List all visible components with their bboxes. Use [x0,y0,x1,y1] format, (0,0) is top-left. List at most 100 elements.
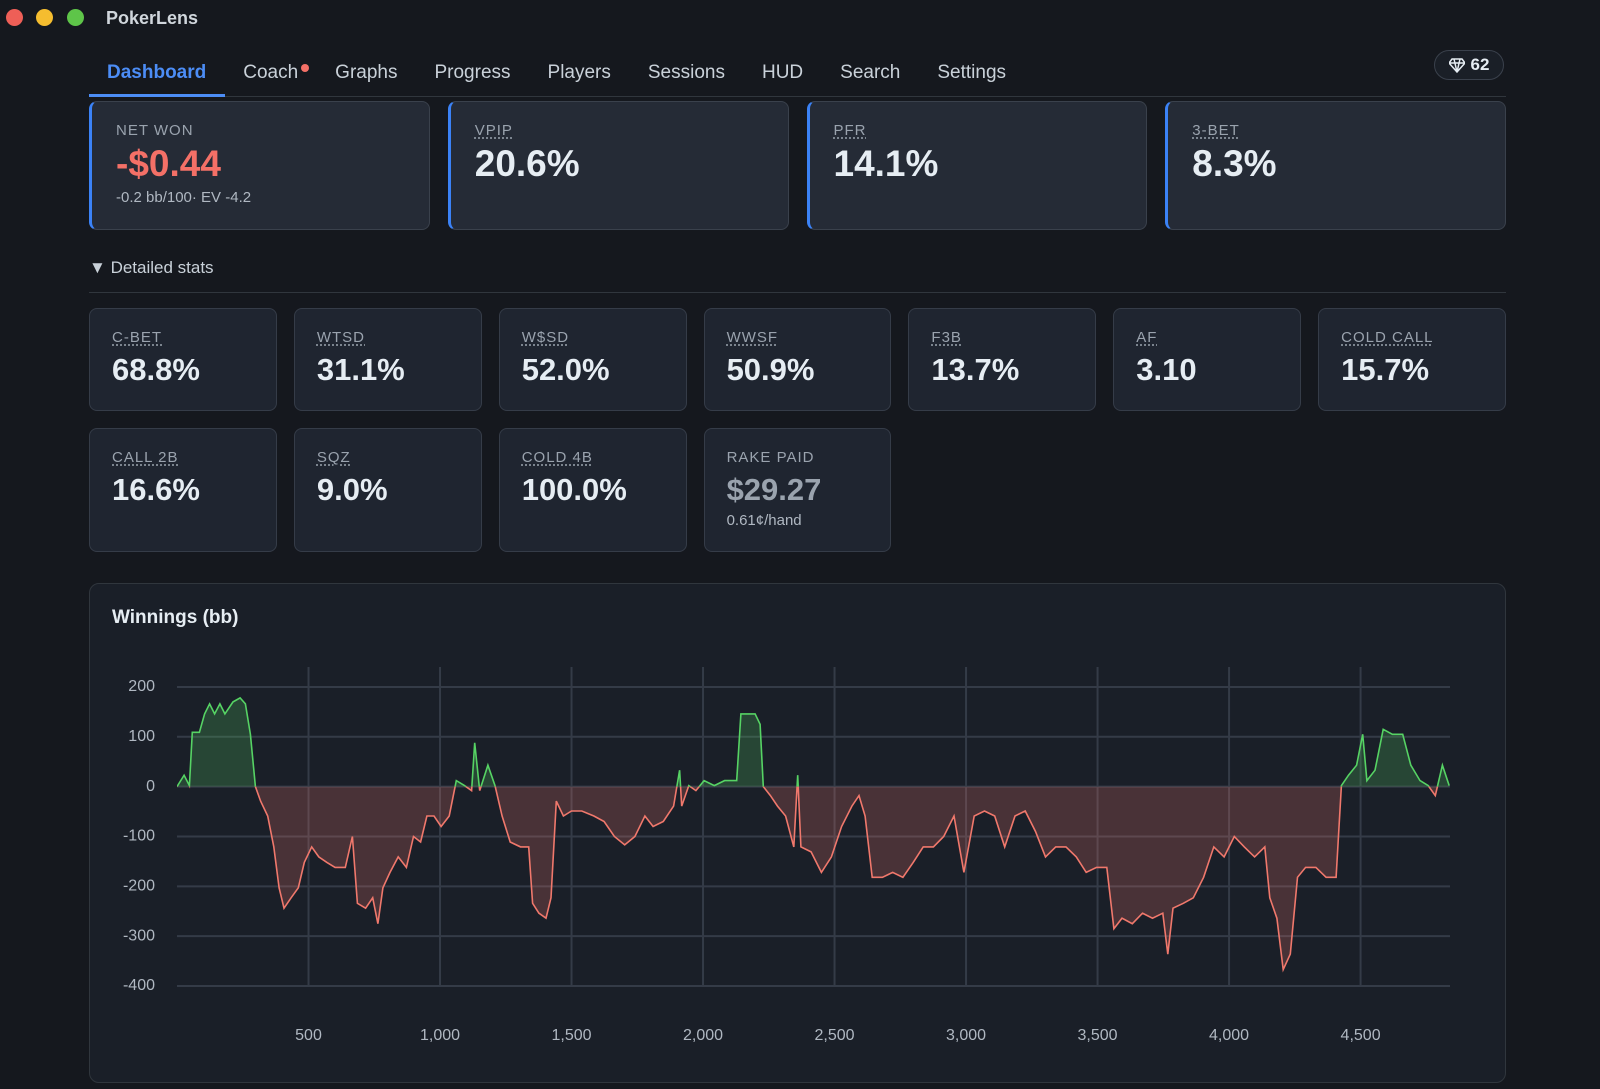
stat-label: COLD CALL [1341,329,1434,346]
x-tick-label: 2,000 [683,1027,723,1044]
stat-value: 13.7% [931,352,1020,387]
zoom-button[interactable] [67,9,84,26]
stat-card: SQZ 9.0% [293,428,482,552]
minimize-button[interactable] [36,9,53,26]
stat-card: W$SD 52.0% [498,308,687,411]
tab[interactable]: Graphs [317,56,416,94]
stat-card: WTSD 31.1% [293,308,482,411]
stat-value: $29.27 [726,472,822,507]
stat-label: RAKE PAID [726,449,815,466]
stat-card: NET WON -$0.44 -0.2 bb/100· EV -4.2 [89,101,430,230]
tab-label: Dashboard [107,62,207,83]
y-tick-label: 100 [128,728,155,745]
x-tick-label: 3,500 [1078,1027,1118,1044]
stat-label: AF [1136,329,1158,346]
notification-dot [301,64,310,72]
tab[interactable]: Players [530,56,630,94]
tab-bar: Dashboard Coach Graphs Progress Players Sessi… [89,56,1506,97]
y-tick-label: -300 [123,927,155,944]
stat-value: 52.0% [521,352,610,387]
tab-label: Progress [434,62,511,83]
stat-value: 20.6% [474,143,580,184]
stat-sub: 0.61¢/hand [726,512,802,529]
stat-value: -$0.44 [116,143,221,184]
y-tick-label: -200 [123,878,155,895]
gem-icon [1448,58,1465,73]
chart-title: Winnings (bb) [112,607,238,628]
stat-card: VPIP 20.6% [447,101,789,230]
x-tick-label: 4,500 [1341,1027,1381,1044]
stat-card: COLD CALL 15.7% [1318,308,1506,411]
stat-value: 15.7% [1341,352,1430,387]
stat-card: F3B 13.7% [908,308,1097,411]
chart-panel: Winnings (bb) -400 -300 -200 -100 0 100 200 500… [89,583,1506,1083]
y-tick-label: -400 [123,977,155,994]
stat-card: WWSF 50.9% [703,308,892,411]
stat-card: 3-BET 8.3% [1165,101,1506,230]
stat-sub: -0.2 bb/100· EV -4.2 [116,189,252,206]
stat-label: 3-BET [1192,122,1240,139]
tab[interactable]: Progress [416,56,529,94]
tab-label: Sessions [647,62,725,83]
detail-cards: C-BET 68.8% WTSD 31.1% W$SD 52.0% WWSF 50.9% F3B… [89,308,1506,552]
tab[interactable]: Coach [225,56,317,94]
stat-card: CALL 2B 16.6% [89,428,277,552]
stat-value: 68.8% [112,352,200,387]
x-tick-label: 1,000 [420,1027,460,1044]
tab-label: Search [840,62,901,83]
y-tick-label: -100 [123,828,155,845]
y-tick-label: 200 [128,678,155,695]
tab-label: Players [547,62,611,83]
gem-badge[interactable]: 62 [1434,50,1504,80]
stat-value: 3.10 [1136,352,1197,387]
stat-label: NET WON [116,122,194,139]
line [177,786,1439,973]
caret: ▼ [89,258,106,277]
stat-label: F3B [931,329,962,346]
stat-label: WWSF [726,329,779,346]
stat-card: RAKE PAID $29.27 0.61¢/hand [703,428,892,552]
stat-card: COLD 4B 100.0% [498,428,687,552]
details-label: Detailed stats [110,258,214,277]
tab[interactable]: Sessions [630,56,744,94]
stat-card: AF 3.10 [1113,308,1302,411]
badge-count: 62 [1470,55,1490,74]
stat-label: PFR [833,122,867,139]
stat-value: 16.6% [112,472,200,507]
stat-value: 9.0% [316,472,388,507]
chart: Winnings (bb) -400 -300 -200 -100 0 100 200 500… [112,607,1450,1044]
stat-value: 50.9% [726,352,815,387]
tab[interactable]: HUD [744,56,822,94]
tab[interactable]: Search [822,56,919,94]
stat-value: 31.1% [316,352,405,387]
stat-label: CALL 2B [112,449,179,466]
summary-cards: NET WON -$0.44 -0.2 bb/100· EV -4.2 VPIP 20.… [89,101,1506,230]
tab-label: Graphs [335,62,398,83]
stat-label: W$SD [521,329,570,346]
tab[interactable]: Dashboard [89,56,226,97]
stat-label: SQZ [316,449,351,466]
close-button[interactable] [6,9,23,26]
stat-value: 14.1% [833,143,939,184]
x-tick-label: 2,500 [815,1027,855,1044]
stat-label: VPIP [474,122,513,139]
x-tick-label: 4,000 [1209,1027,1249,1044]
x-tick-label: 500 [295,1027,322,1044]
tab-label: HUD [761,62,804,83]
stat-card: C-BET 68.8% [89,308,277,411]
stat-label: WTSD [316,329,366,346]
stat-card: PFR 14.1% [806,101,1148,230]
line [177,696,1450,787]
details-toggle[interactable]: ▼ Detailed stats [89,258,1506,293]
stat-value: 8.3% [1192,143,1277,184]
stat-label: COLD 4B [521,449,593,466]
stat-label: C-BET [112,329,162,346]
x-tick-label: 3,000 [946,1027,986,1044]
tab-label: Coach [243,62,299,83]
app-title: PokerLens [106,8,199,28]
tab-label: Settings [937,62,1007,83]
tab[interactable]: Settings [919,56,1025,94]
y-tick-label: 0 [146,778,155,795]
stat-value: 100.0% [521,472,627,507]
